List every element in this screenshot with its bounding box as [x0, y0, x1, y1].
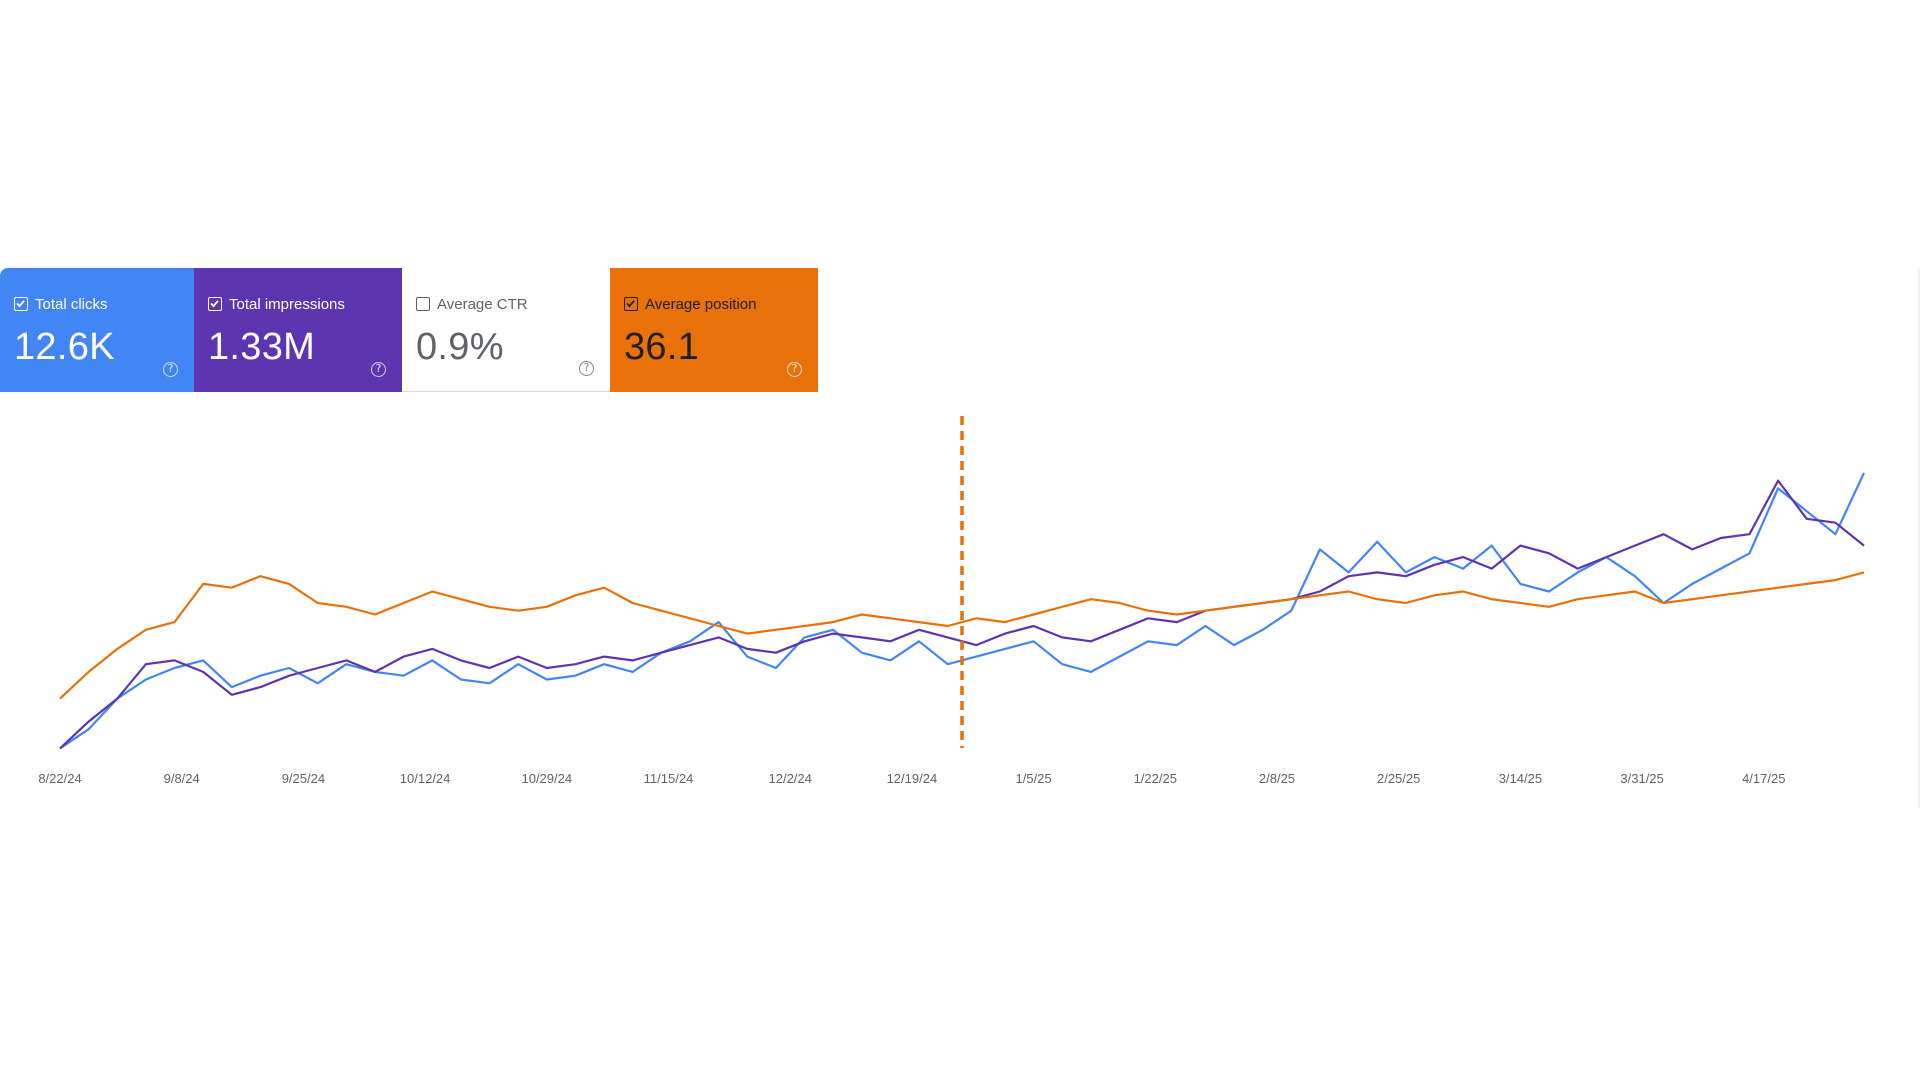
help-icon[interactable]: ? — [371, 362, 386, 377]
metric-value: 0.9% — [416, 326, 504, 368]
x-tick-label: 12/19/24 — [887, 771, 938, 786]
x-axis-ticks: 8/22/24 9/8/24 9/25/24 10/12/24 10/29/24 11/1… — [38, 771, 1785, 786]
x-tick-label: 1/22/25 — [1134, 771, 1177, 786]
panel-edge-shadow — [1917, 268, 1920, 808]
help-icon[interactable]: ? — [579, 361, 594, 376]
x-tick-label: 2/8/25 — [1259, 771, 1295, 786]
metric-value: 12.6K — [14, 326, 115, 368]
x-tick-label: 9/25/24 — [282, 771, 325, 786]
metric-label: Total impressions — [229, 295, 345, 313]
checkbox-checked-icon[interactable] — [208, 297, 222, 311]
x-tick-label: 3/14/25 — [1499, 771, 1542, 786]
x-tick-label: 8/22/24 — [38, 771, 81, 786]
checkbox-checked-icon[interactable] — [624, 297, 638, 311]
metric-label: Average position — [645, 295, 757, 313]
x-tick-label: 9/8/24 — [164, 771, 200, 786]
checkbox-unchecked-icon[interactable] — [416, 297, 430, 311]
metric-card-total-impressions[interactable]: Total impressions 1.33M ? — [194, 268, 402, 392]
x-tick-label: 10/29/24 — [521, 771, 572, 786]
metric-label: Total clicks — [35, 295, 108, 313]
x-tick-label: 1/5/25 — [1016, 771, 1052, 786]
metric-value: 1.33M — [208, 326, 316, 368]
help-icon[interactable]: ? — [163, 362, 178, 377]
metric-card-average-position[interactable]: Average position 36.1 ? — [610, 268, 818, 392]
metric-card-total-clicks[interactable]: Total clicks 12.6K ? — [0, 268, 194, 392]
x-tick-label: 4/17/25 — [1742, 771, 1785, 786]
help-icon[interactable]: ? — [787, 362, 802, 377]
x-tick-label: 12/2/24 — [769, 771, 812, 786]
performance-line-chart: 8/22/24 9/8/24 9/25/24 10/12/24 10/29/24 11/1… — [38, 416, 1865, 786]
metric-value: 36.1 — [624, 326, 700, 368]
x-tick-label: 2/25/25 — [1377, 771, 1420, 786]
x-tick-label: 11/15/24 — [644, 771, 694, 786]
metric-cards: Total clicks 12.6K ? Total impressions 1… — [0, 268, 818, 392]
x-tick-label: 10/12/24 — [400, 771, 451, 786]
series-line-2 — [59, 571, 1865, 700]
metric-card-average-ctr[interactable]: Average CTR 0.9% ? — [402, 268, 610, 392]
x-tick-label: 3/31/25 — [1620, 771, 1663, 786]
metric-label: Average CTR — [437, 295, 528, 313]
checkbox-checked-icon[interactable] — [14, 297, 28, 311]
